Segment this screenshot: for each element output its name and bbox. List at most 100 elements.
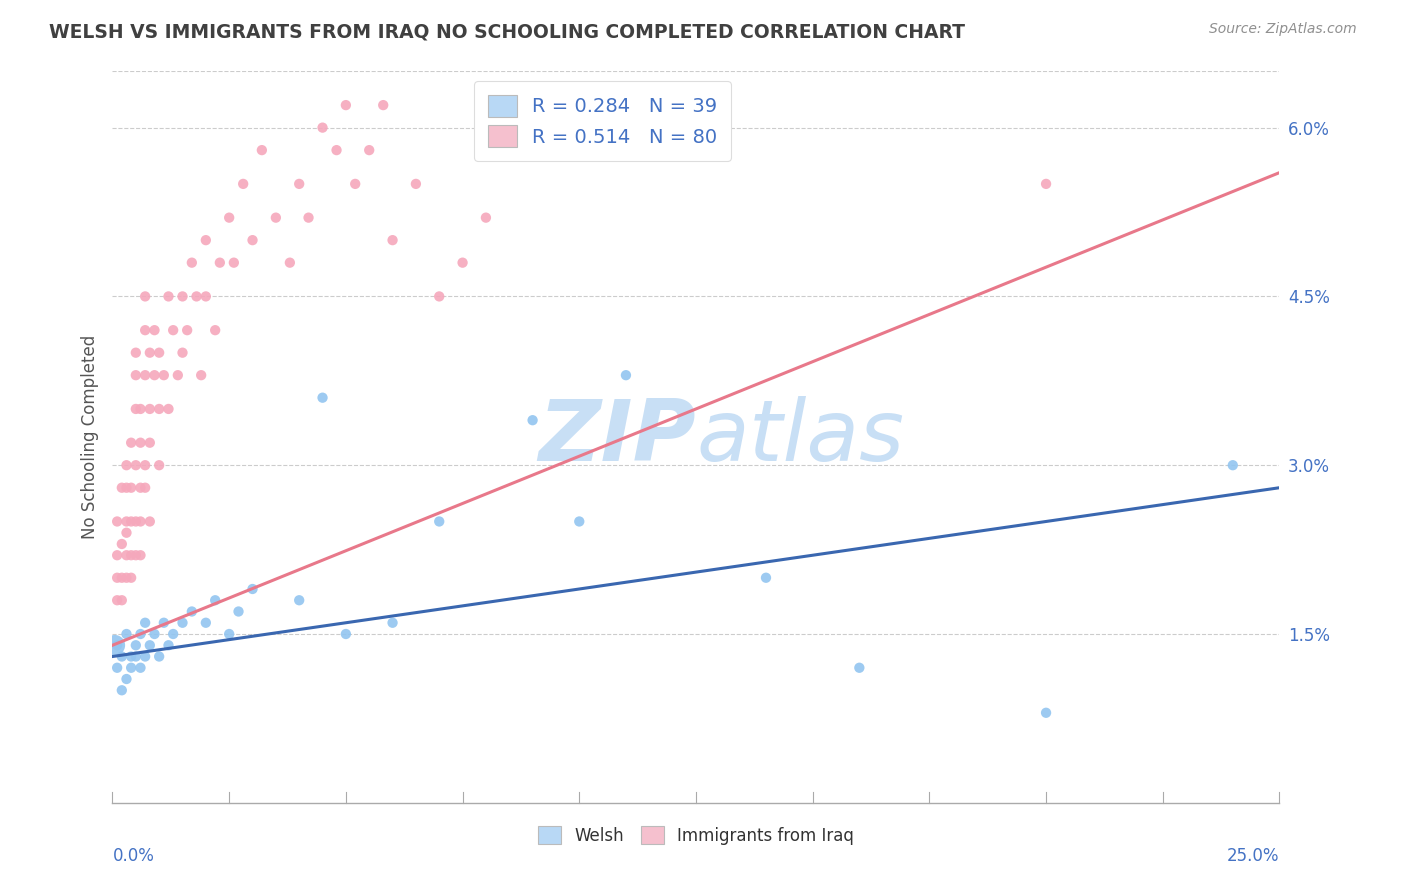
Point bbox=[120, 661, 142, 675]
Point bbox=[129, 435, 152, 450]
Point bbox=[139, 515, 162, 529]
Point bbox=[120, 548, 142, 562]
Point bbox=[111, 683, 134, 698]
Point bbox=[180, 605, 202, 619]
Point bbox=[139, 345, 162, 359]
Point bbox=[139, 435, 162, 450]
Point bbox=[335, 627, 357, 641]
Point bbox=[115, 627, 138, 641]
Point bbox=[311, 391, 333, 405]
Point bbox=[1222, 458, 1244, 473]
Point bbox=[134, 289, 156, 303]
Point bbox=[427, 289, 450, 303]
Point bbox=[288, 593, 311, 607]
Point bbox=[134, 368, 156, 383]
Point bbox=[522, 413, 544, 427]
Point bbox=[153, 368, 176, 383]
Point bbox=[190, 368, 212, 383]
Point bbox=[162, 627, 184, 641]
Point bbox=[218, 211, 240, 225]
Text: atlas: atlas bbox=[696, 395, 904, 479]
Point bbox=[104, 638, 127, 652]
Point bbox=[373, 98, 395, 112]
Point bbox=[204, 593, 226, 607]
Point bbox=[143, 368, 166, 383]
Point bbox=[1035, 177, 1057, 191]
Point bbox=[143, 323, 166, 337]
Point bbox=[105, 638, 128, 652]
Point bbox=[111, 593, 134, 607]
Point bbox=[143, 627, 166, 641]
Text: WELSH VS IMMIGRANTS FROM IRAQ NO SCHOOLING COMPLETED CORRELATION CHART: WELSH VS IMMIGRANTS FROM IRAQ NO SCHOOLI… bbox=[49, 22, 965, 41]
Point bbox=[359, 143, 381, 157]
Point bbox=[111, 537, 134, 551]
Point bbox=[157, 401, 180, 416]
Point bbox=[105, 661, 128, 675]
Point bbox=[176, 323, 198, 337]
Point bbox=[755, 571, 778, 585]
Text: 25.0%: 25.0% bbox=[1227, 847, 1279, 864]
Point bbox=[139, 638, 162, 652]
Point bbox=[129, 515, 152, 529]
Point bbox=[148, 401, 170, 416]
Point bbox=[172, 345, 194, 359]
Point bbox=[134, 481, 156, 495]
Point bbox=[129, 548, 152, 562]
Point bbox=[125, 649, 148, 664]
Point bbox=[125, 458, 148, 473]
Point bbox=[105, 571, 128, 585]
Point bbox=[120, 435, 142, 450]
Point bbox=[475, 211, 498, 225]
Point bbox=[129, 481, 152, 495]
Point bbox=[115, 458, 138, 473]
Point bbox=[129, 627, 152, 641]
Point bbox=[228, 605, 250, 619]
Point bbox=[381, 615, 404, 630]
Point bbox=[264, 211, 287, 225]
Point bbox=[242, 233, 264, 247]
Point bbox=[134, 615, 156, 630]
Point bbox=[180, 255, 202, 269]
Point bbox=[451, 255, 474, 269]
Point bbox=[242, 582, 264, 596]
Point bbox=[148, 458, 170, 473]
Point bbox=[129, 661, 152, 675]
Point bbox=[208, 255, 231, 269]
Point bbox=[848, 661, 870, 675]
Point bbox=[335, 98, 357, 112]
Point bbox=[148, 649, 170, 664]
Text: Source: ZipAtlas.com: Source: ZipAtlas.com bbox=[1209, 22, 1357, 37]
Point bbox=[250, 143, 273, 157]
Point bbox=[148, 345, 170, 359]
Text: ZIP: ZIP bbox=[538, 395, 696, 479]
Point bbox=[172, 289, 194, 303]
Point bbox=[381, 233, 404, 247]
Point bbox=[134, 458, 156, 473]
Point bbox=[134, 649, 156, 664]
Point bbox=[311, 120, 333, 135]
Point bbox=[194, 615, 217, 630]
Legend: Welsh, Immigrants from Iraq: Welsh, Immigrants from Iraq bbox=[530, 818, 862, 853]
Point bbox=[166, 368, 188, 383]
Point bbox=[278, 255, 301, 269]
Point bbox=[1035, 706, 1057, 720]
Point bbox=[325, 143, 347, 157]
Point bbox=[344, 177, 367, 191]
Point bbox=[186, 289, 208, 303]
Point bbox=[115, 525, 138, 540]
Y-axis label: No Schooling Completed: No Schooling Completed bbox=[80, 335, 98, 539]
Point bbox=[153, 615, 176, 630]
Point bbox=[105, 593, 128, 607]
Point bbox=[120, 571, 142, 585]
Point bbox=[105, 548, 128, 562]
Point bbox=[120, 649, 142, 664]
Point bbox=[162, 323, 184, 337]
Point bbox=[614, 368, 637, 383]
Point bbox=[288, 177, 311, 191]
Point bbox=[115, 481, 138, 495]
Point bbox=[568, 515, 591, 529]
Point bbox=[125, 368, 148, 383]
Point bbox=[125, 638, 148, 652]
Point bbox=[125, 345, 148, 359]
Point bbox=[204, 323, 226, 337]
